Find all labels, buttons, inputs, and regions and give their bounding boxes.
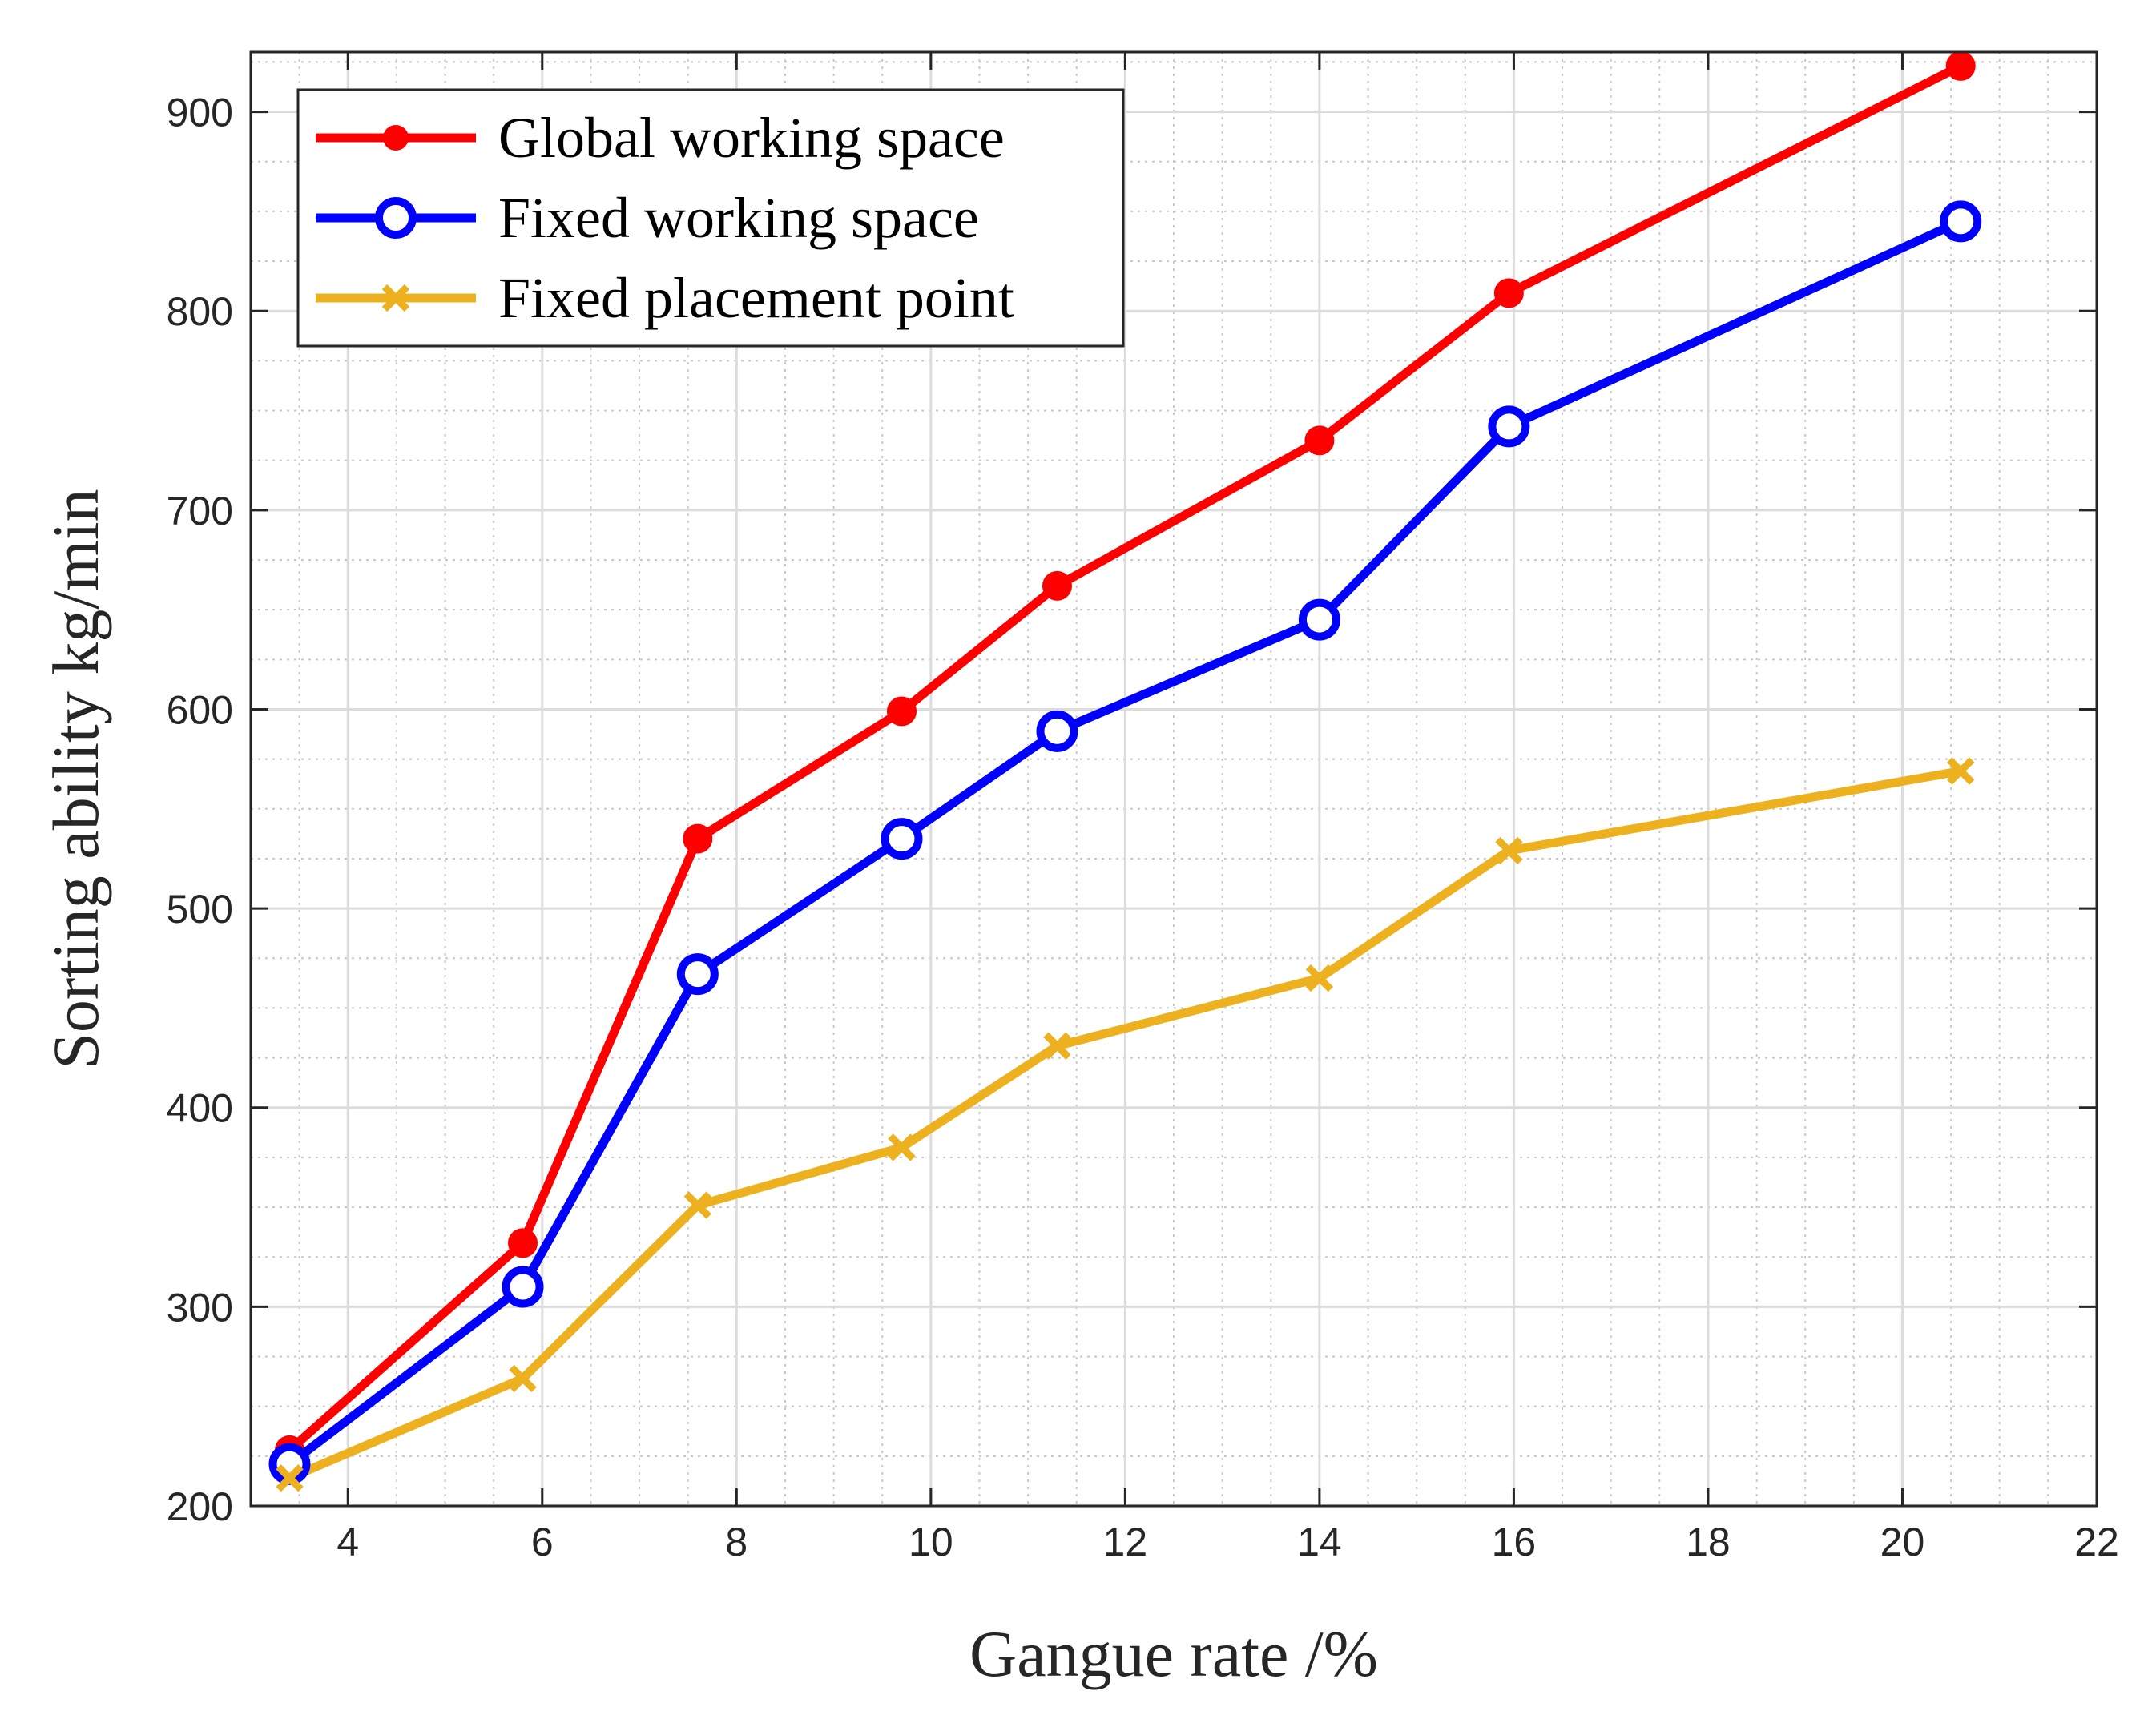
data-point bbox=[683, 1191, 711, 1219]
legend-marker bbox=[375, 197, 417, 239]
y-tick-label: 300 bbox=[167, 1285, 233, 1330]
legend-label: Fixed placement point bbox=[498, 266, 1014, 330]
data-point bbox=[1305, 964, 1334, 992]
data-point bbox=[1042, 570, 1072, 601]
x-tick-label: 16 bbox=[1492, 1520, 1537, 1564]
data-point bbox=[676, 953, 719, 996]
y-tick-label: 800 bbox=[167, 289, 233, 334]
plot-series bbox=[285, 61, 1965, 1483]
y-tick-label: 900 bbox=[167, 91, 233, 135]
y-tick-label: 400 bbox=[167, 1086, 233, 1131]
y-tick-label: 200 bbox=[167, 1484, 233, 1529]
x-tick-label: 12 bbox=[1103, 1520, 1148, 1564]
tick-labels: 4 6 8 10 12 14 16 18 20 22 200 300 400 500 600 700 800 90… bbox=[167, 91, 2119, 1564]
legend-marker bbox=[381, 284, 410, 312]
data-point bbox=[881, 818, 923, 860]
legend-marker bbox=[383, 125, 409, 151]
plot-markers bbox=[268, 50, 1982, 1492]
data-point bbox=[1493, 278, 1524, 308]
data-point bbox=[1940, 200, 1982, 243]
data-point bbox=[1947, 757, 1975, 785]
data-point bbox=[1298, 598, 1340, 641]
data-point bbox=[508, 1228, 538, 1258]
data-point bbox=[509, 1364, 537, 1393]
data-point bbox=[1036, 710, 1078, 752]
series-line-3 bbox=[285, 767, 1965, 1483]
series-line-1 bbox=[285, 61, 1965, 1455]
data-point bbox=[1043, 1032, 1071, 1060]
y-tick-label: 700 bbox=[167, 489, 233, 533]
axes bbox=[249, 50, 2098, 1508]
y-tick-label: 600 bbox=[167, 687, 233, 732]
axes-box bbox=[249, 50, 2098, 1508]
data-point bbox=[1945, 50, 1976, 81]
data-point bbox=[886, 696, 917, 727]
y-tick-label: 500 bbox=[167, 887, 233, 932]
x-tick-label: 10 bbox=[909, 1520, 953, 1564]
data-point bbox=[1488, 405, 1530, 448]
x-tick-label: 14 bbox=[1297, 1520, 1342, 1564]
legend-label: Global working space bbox=[498, 106, 1005, 170]
x-axis-title: Gangue rate /% bbox=[969, 1617, 1378, 1690]
x-tick-label: 20 bbox=[1880, 1520, 1925, 1564]
data-point bbox=[888, 1133, 916, 1161]
x-tick-label: 8 bbox=[725, 1520, 748, 1564]
legend-label: Fixed working space bbox=[498, 186, 979, 250]
x-tick-label: 4 bbox=[336, 1520, 359, 1564]
legend: Global working space Fixed working space F… bbox=[296, 88, 1125, 348]
data-point bbox=[276, 1464, 304, 1492]
data-point bbox=[1304, 425, 1335, 456]
data-point bbox=[1495, 836, 1523, 865]
series-line-2 bbox=[285, 216, 1965, 1469]
data-point bbox=[683, 823, 713, 854]
x-tick-label: 6 bbox=[531, 1520, 554, 1564]
data-point bbox=[502, 1266, 544, 1308]
x-tick-label: 22 bbox=[2074, 1520, 2119, 1564]
x-tick-label: 18 bbox=[1686, 1520, 1731, 1564]
y-axis-title: Sorting ability kg/min bbox=[39, 489, 112, 1069]
